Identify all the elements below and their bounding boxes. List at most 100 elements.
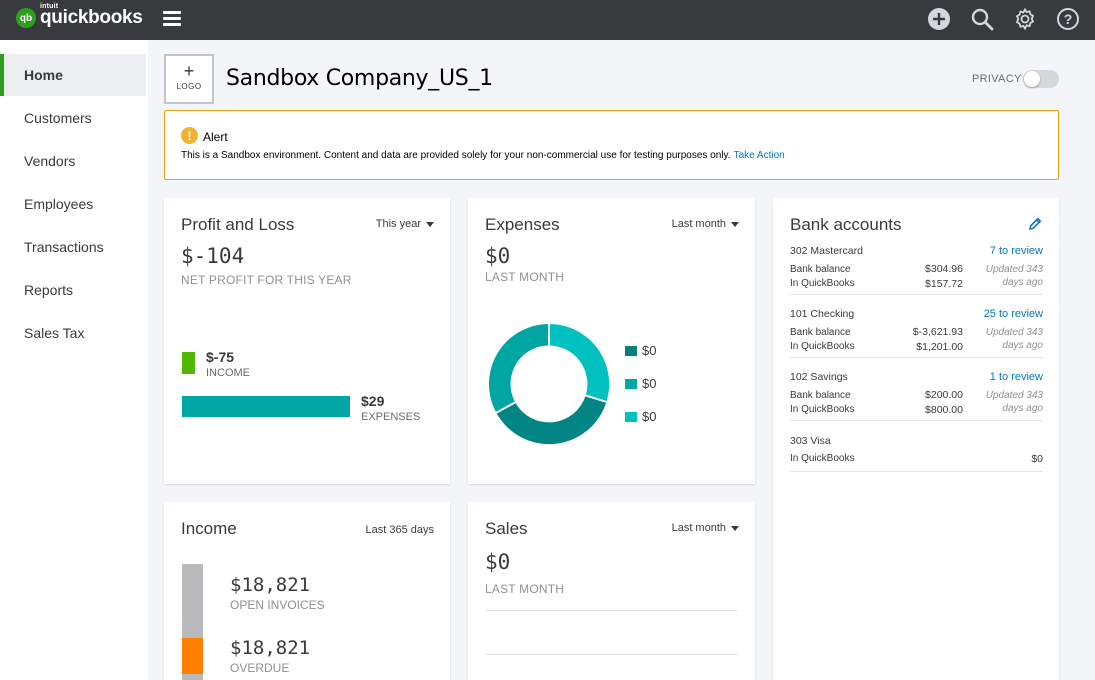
account-name: 302 Mastercard xyxy=(790,245,863,257)
account-name: 101 Checking xyxy=(790,308,855,320)
take-action-link[interactable]: Take Action xyxy=(733,150,785,161)
bank-balance-amount: $304.96 xyxy=(925,263,963,275)
pencil-icon[interactable] xyxy=(1028,217,1042,236)
brand-name: quickbooks xyxy=(40,7,143,28)
card-title: Bank accounts xyxy=(790,215,902,234)
review-link[interactable]: 1 to review xyxy=(989,371,1043,383)
card-title: Profit and Loss xyxy=(181,215,295,234)
expenses-period-dropdown[interactable]: Last month xyxy=(672,218,739,230)
toggle-knob xyxy=(1024,71,1040,87)
brand-intuit: intuit xyxy=(40,3,59,10)
legend-item[interactable]: $0 xyxy=(625,343,656,358)
legend-value: $0 xyxy=(642,376,657,391)
sidebar-item-vendors[interactable]: Vendors xyxy=(24,153,76,169)
sales-label: LAST MONTH xyxy=(485,582,565,596)
updated-text: Updated 343 days ago xyxy=(985,390,1043,414)
bank-account-row[interactable]: 303 Visa In QuickBooks $0 xyxy=(790,435,1043,472)
privacy-toggle[interactable] xyxy=(1023,70,1059,88)
sidebar-item-employees[interactable]: Employees xyxy=(24,196,94,212)
profit-loss-period-dropdown[interactable]: This year xyxy=(376,218,434,230)
income-label: INCOME xyxy=(206,367,250,379)
donut-segment-2[interactable] xyxy=(488,324,549,413)
review-link[interactable]: 25 to review xyxy=(983,308,1043,320)
expenses-bar[interactable] xyxy=(182,396,350,417)
quickbooks-balance-label: In QuickBooks xyxy=(790,278,855,289)
chevron-down-icon xyxy=(731,221,739,227)
quickbooks-balance-amount: $0 xyxy=(1031,453,1043,465)
bank-balance-amount: $200.00 xyxy=(925,389,963,401)
add-logo-button[interactable]: + LOGO xyxy=(164,54,214,104)
bank-balance-label: Bank balance xyxy=(790,264,851,275)
quickbooks-balance-label: In QuickBooks xyxy=(790,453,855,464)
bank-account-row[interactable]: 102 Savings 1 to review Bank balance $20… xyxy=(790,371,1043,421)
sidebar-item-home[interactable]: Home xyxy=(0,54,146,96)
legend-item[interactable]: $0 xyxy=(625,376,656,391)
expenses-donut-chart[interactable] xyxy=(488,323,610,445)
sidebar-item-transactions[interactable]: Transactions xyxy=(24,239,104,255)
review-link[interactable]: 7 to review xyxy=(989,245,1043,257)
quickbooks-balance-amount: $1,201.00 xyxy=(916,341,963,353)
quickbooks-balance-label: In QuickBooks xyxy=(790,341,855,352)
quickbooks-balance-amount: $157.72 xyxy=(925,278,963,290)
donut-segment-1[interactable] xyxy=(496,395,607,445)
legend-value: $0 xyxy=(642,343,657,358)
income-bar[interactable] xyxy=(182,352,195,374)
alert-message-line: This is a Sandbox environment. Content a… xyxy=(181,150,785,161)
income-period-label: Last 365 days xyxy=(365,524,435,536)
sidebar-item-sales-tax[interactable]: Sales Tax xyxy=(24,325,85,341)
legend-item[interactable]: $0 xyxy=(625,409,656,424)
help-icon[interactable]: ? xyxy=(1055,6,1081,32)
dropdown-label: Last month xyxy=(671,218,726,230)
legend-value: $0 xyxy=(642,409,657,424)
sidebar-item-customers[interactable]: Customers xyxy=(24,110,92,126)
left-sidebar: Home Customers Vendors Employees Transac… xyxy=(0,40,148,680)
company-name: Sandbox Company_US_1 xyxy=(226,66,493,91)
bank-accounts-card: Bank accounts 302 Mastercard 7 to review… xyxy=(773,198,1059,680)
expenses-label: LAST MONTH xyxy=(485,270,565,284)
sales-value: $0 xyxy=(485,550,511,574)
income-card: Income Last 365 days $18,821 OPEN INVOIC… xyxy=(164,502,450,680)
bank-account-row[interactable]: 302 Mastercard 7 to review Bank balance … xyxy=(790,245,1043,295)
svg-text:?: ? xyxy=(1064,11,1073,27)
legend-swatch xyxy=(625,378,637,389)
bank-balance-label: Bank balance xyxy=(790,390,851,401)
quickbooks-logo[interactable]: qb intuit quickbooks xyxy=(16,3,143,29)
hamburger-menu-icon[interactable] xyxy=(163,11,181,27)
open-invoices-value: $18,821 xyxy=(230,574,311,596)
sandbox-alert: ! Alert This is a Sandbox environment. C… xyxy=(164,110,1059,180)
overdue-bar[interactable] xyxy=(182,638,203,674)
open-invoices-label: OPEN INVOICES xyxy=(230,598,325,612)
bank-balance-amount: $-3,621.93 xyxy=(912,326,963,338)
sales-period-dropdown[interactable]: Last month xyxy=(672,522,739,534)
chart-gridline xyxy=(486,654,737,655)
privacy-label: PRIVACY xyxy=(972,73,1022,85)
gear-icon[interactable] xyxy=(1012,6,1038,32)
brand-wordmark: intuit quickbooks xyxy=(40,3,143,29)
legend-swatch xyxy=(625,411,637,422)
updated-text: Updated 343 days ago xyxy=(985,327,1043,351)
search-icon[interactable] xyxy=(969,6,995,32)
dropdown-label: This year xyxy=(375,218,421,230)
sales-card: Sales Last month $0 LAST MONTH xyxy=(468,502,755,680)
profit-loss-card: Profit and Loss This year $-104 NET PROF… xyxy=(164,198,450,484)
donut-segment-3[interactable] xyxy=(549,323,610,402)
quickbooks-balance-amount: $800.00 xyxy=(925,404,963,416)
card-title: Expenses xyxy=(485,215,560,234)
chevron-down-icon xyxy=(426,221,434,227)
warning-icon: ! xyxy=(181,127,198,144)
expenses-value: $29 xyxy=(361,393,385,409)
card-title: Income xyxy=(181,519,237,538)
plus-icon: + xyxy=(183,61,195,81)
quickbooks-balance-label: In QuickBooks xyxy=(790,404,855,415)
top-navigation-bar: qb intuit quickbooks ? xyxy=(0,0,1095,40)
expenses-label: EXPENSES xyxy=(361,411,421,423)
bank-balance-label: Bank balance xyxy=(790,327,851,338)
account-name: 303 Visa xyxy=(790,435,831,447)
expenses-value: $0 xyxy=(485,244,511,268)
overdue-label: OVERDUE xyxy=(230,661,290,675)
bank-account-row[interactable]: 101 Checking 25 to review Bank balance $… xyxy=(790,308,1043,358)
income-value: $-75 xyxy=(206,349,235,365)
sidebar-item-reports[interactable]: Reports xyxy=(24,282,74,298)
legend-swatch xyxy=(625,345,637,356)
plus-circle-icon[interactable] xyxy=(926,6,952,32)
